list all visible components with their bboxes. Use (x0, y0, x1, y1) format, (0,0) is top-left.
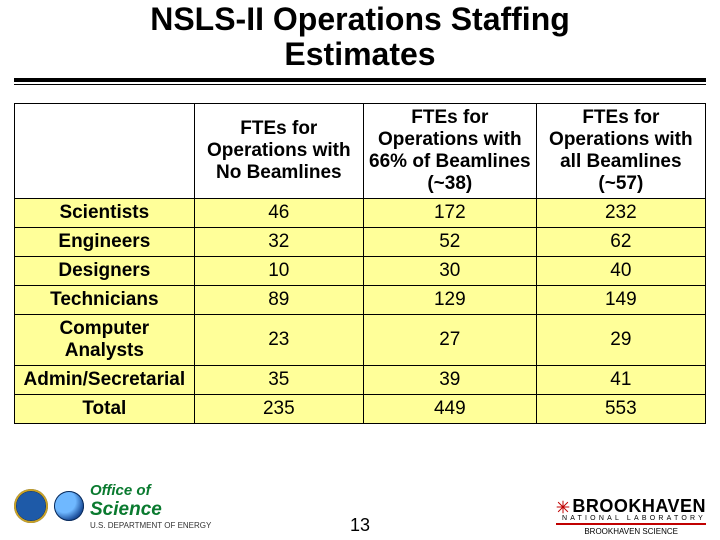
office-line1: Office of (90, 482, 211, 499)
table-row: Computer Analysts232729 (15, 315, 706, 366)
staffing-table: FTEs for Operations with No BeamlinesFTE… (14, 103, 706, 424)
slide-footer: Office of Science U.S. DEPARTMENT OF ENE… (0, 480, 720, 540)
table-row: Technicians89129149 (15, 286, 706, 315)
table-row: Total235449553 (15, 395, 706, 424)
staffing-table-container: FTEs for Operations with No BeamlinesFTE… (14, 103, 706, 424)
title-line-1: NSLS-II Operations Staffing (0, 2, 720, 37)
column-header: FTEs for Operations with 66% of Beamline… (363, 104, 536, 199)
cell-value: 553 (536, 395, 705, 424)
column-header (15, 104, 195, 199)
title-line-2: Estimates (0, 37, 720, 72)
cell-value: 40 (536, 257, 705, 286)
slide-title: NSLS-II Operations Staffing Estimates (0, 0, 720, 72)
table-row: Designers103040 (15, 257, 706, 286)
cell-value: 32 (194, 228, 363, 257)
cell-value: 89 (194, 286, 363, 315)
cell-value: 52 (363, 228, 536, 257)
cell-value: 235 (194, 395, 363, 424)
table-row: Scientists46172232 (15, 199, 706, 228)
cell-value: 10 (194, 257, 363, 286)
cell-value: 39 (363, 366, 536, 395)
cell-value: 29 (536, 315, 705, 366)
cell-value: 172 (363, 199, 536, 228)
cell-value: 35 (194, 366, 363, 395)
bnl-subtitle: NATIONAL LABORATORY (556, 515, 706, 522)
cell-value: 129 (363, 286, 536, 315)
bnl-burst-icon (556, 500, 570, 514)
rule-thin (14, 84, 706, 85)
row-label: Admin/Secretarial (15, 366, 195, 395)
cell-value: 62 (536, 228, 705, 257)
column-header: FTEs for Operations with all Beamlines (… (536, 104, 705, 199)
brookhaven-logo: BROOKHAVEN NATIONAL LABORATORY BROOKHAVE… (556, 497, 706, 536)
cell-value: 30 (363, 257, 536, 286)
row-label: Engineers (15, 228, 195, 257)
table-row: Admin/Secretarial353941 (15, 366, 706, 395)
bnl-red-bar (556, 523, 706, 525)
cell-value: 449 (363, 395, 536, 424)
bnl-association: BROOKHAVEN SCIENCE (556, 528, 706, 536)
row-label: Technicians (15, 286, 195, 315)
row-label: Total (15, 395, 195, 424)
cell-value: 23 (194, 315, 363, 366)
cell-value: 232 (536, 199, 705, 228)
column-header: FTEs for Operations with No Beamlines (194, 104, 363, 199)
cell-value: 46 (194, 199, 363, 228)
row-label: Designers (15, 257, 195, 286)
row-label: Scientists (15, 199, 195, 228)
title-underline (14, 78, 706, 85)
cell-value: 149 (536, 286, 705, 315)
cell-value: 27 (363, 315, 536, 366)
row-label: Computer Analysts (15, 315, 195, 366)
table-row: Engineers325262 (15, 228, 706, 257)
bnl-name: BROOKHAVEN (572, 496, 706, 516)
cell-value: 41 (536, 366, 705, 395)
